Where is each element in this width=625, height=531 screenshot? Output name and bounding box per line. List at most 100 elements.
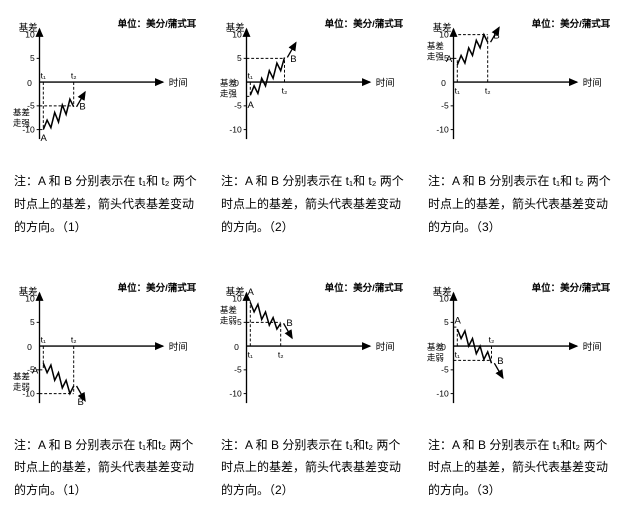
point-label-B: B [286, 318, 292, 329]
tick-5: 5 [236, 53, 241, 63]
unit-label: 单位：美分/蒲式耳 [117, 18, 196, 30]
t-label-A: t₁ [247, 349, 252, 359]
tick--5: -5 [441, 101, 449, 111]
tick-10: 10 [439, 293, 449, 303]
chart-cell-c2: 单位：美分/蒲式耳基差时间0105-5-10t₁t₂AB基差走强注：A 和 B … [211, 4, 414, 264]
unit-label: 单位：美分/蒲式耳 [531, 18, 610, 30]
tick-5: 5 [443, 317, 448, 327]
basis-curve [43, 363, 73, 393]
basis-curve [457, 35, 487, 65]
chart-wrap: 单位：美分/蒲式耳基差时间0105-5-10t₁t₂AB基差走强 [418, 4, 621, 164]
point-label-B: B [497, 356, 503, 367]
x-axis-label: 时间 [582, 340, 601, 352]
t-label-B: t₂ [70, 70, 76, 80]
trend-label-2: 走强 [12, 118, 30, 128]
chart-wrap: 单位：美分/蒲式耳基差时间0105-5-10t₁t₂AB基差走强 [4, 4, 207, 164]
chart-caption: 注：A 和 B 分别表示在 t₁和 t₂ 两个时点上的基差，箭头代表基差变动的方… [418, 164, 621, 238]
point-label-A: A [445, 54, 452, 65]
basis-chart-c6: 单位：美分/蒲式耳基差时间0105-5-10t₁t₂AB基差走弱 [425, 278, 615, 418]
tick-0: 0 [234, 341, 239, 351]
trend-label-1: 基差 [12, 106, 30, 117]
t-label-A: t₁ [40, 334, 45, 344]
trend-label-2: 走强 [219, 88, 237, 98]
basis-chart-c1: 单位：美分/蒲式耳基差时间0105-5-10t₁t₂AB基差走强 [11, 14, 201, 154]
point-label-A: A [31, 365, 38, 376]
basis-curve [250, 302, 280, 329]
point-label-B: B [77, 397, 83, 408]
t-label-B: t₂ [488, 334, 494, 344]
t-label-A: t₁ [247, 70, 252, 80]
t-label-B: t₂ [484, 86, 490, 96]
point-label-B: B [290, 54, 296, 65]
point-label-A: A [454, 315, 461, 326]
tick--10: -10 [436, 388, 449, 398]
tick--10: -10 [229, 388, 242, 398]
chart-cell-c3: 单位：美分/蒲式耳基差时间0105-5-10t₁t₂AB基差走强注：A 和 B … [418, 4, 621, 264]
tick--5: -5 [234, 101, 242, 111]
t-label-A: t₁ [454, 349, 459, 359]
x-axis-label: 时间 [375, 77, 394, 89]
chart-cell-c6: 单位：美分/蒲式耳基差时间0105-5-10t₁t₂AB基差走弱注：A 和 B … [418, 268, 621, 528]
unit-label: 单位：美分/蒲式耳 [117, 282, 196, 294]
chart-caption: 注：A 和 B 分别表示在 t₁和t₂ 两个时点上的基差，箭头代表基差变动的方向… [211, 428, 414, 502]
trend-label-2: 走弱 [219, 315, 236, 325]
chart-caption: 注：A 和 B 分别表示在 t₁和 t₂ 两个时点上的基差，箭头代表基差变动的方… [211, 164, 414, 238]
chart-caption: 注：A 和 B 分别表示在 t₁和 t₂ 两个时点上的基差，箭头代表基差变动的方… [4, 164, 207, 238]
chart-cell-c5: 单位：美分/蒲式耳基差时间0105-5-10t₁t₂AB基差走弱注：A 和 B … [211, 268, 414, 528]
tick-0: 0 [27, 78, 32, 88]
tick-0: 0 [441, 78, 446, 88]
point-label-A: A [40, 133, 47, 144]
trend-label-2: 走弱 [426, 352, 443, 362]
trend-label-2: 走强 [426, 51, 444, 61]
tick-10: 10 [439, 29, 449, 39]
unit-label: 单位：美分/蒲式耳 [324, 282, 403, 294]
point-label-B: B [493, 30, 499, 41]
tick--10: -10 [436, 124, 449, 134]
t-label-B: t₂ [70, 334, 76, 344]
chart-caption: 注：A 和 B 分别表示在 t₁和t₂ 两个时点上的基差，箭头代表基差变动的方向… [4, 428, 207, 502]
chart-cell-c4: 单位：美分/蒲式耳基差时间0105-5-10t₁t₂AB基差走弱注：A 和 B … [4, 268, 207, 528]
trend-label-1: 基差 [426, 340, 444, 351]
tick-0: 0 [27, 341, 32, 351]
point-label-A: A [247, 100, 254, 111]
trend-label-2: 走弱 [12, 381, 29, 391]
x-axis-label: 时间 [582, 77, 601, 89]
tick-5: 5 [29, 317, 34, 327]
trend-label-1: 基差 [219, 77, 237, 88]
tick-10: 10 [232, 293, 242, 303]
t-label-B: t₂ [277, 349, 283, 359]
trend-label-1: 基差 [426, 40, 444, 51]
unit-label: 单位：美分/蒲式耳 [324, 18, 403, 30]
tick-5: 5 [236, 317, 241, 327]
tick-10: 10 [25, 29, 35, 39]
chart-wrap: 单位：美分/蒲式耳基差时间0105-5-10t₁t₂AB基差走弱 [418, 268, 621, 428]
chart-caption: 注：A 和 B 分别表示在 t₁和t₂ 两个时点上的基差，箭头代表基差变动的方向… [418, 428, 621, 502]
tick--5: -5 [234, 364, 242, 374]
t-label-A: t₁ [40, 70, 45, 80]
trend-label-1: 基差 [219, 303, 237, 314]
chart-wrap: 单位：美分/蒲式耳基差时间0105-5-10t₁t₂AB基差走弱 [4, 268, 207, 428]
basis-chart-c4: 单位：美分/蒲式耳基差时间0105-5-10t₁t₂AB基差走弱 [11, 278, 201, 418]
basis-chart-c2: 单位：美分/蒲式耳基差时间0105-5-10t₁t₂AB基差走强 [218, 14, 408, 154]
tick--5: -5 [441, 364, 449, 374]
basis-curve [43, 99, 73, 129]
chart-wrap: 单位：美分/蒲式耳基差时间0105-5-10t₁t₂AB基差走弱 [211, 268, 414, 428]
x-axis-label: 时间 [168, 77, 187, 89]
t-label-B: t₂ [281, 86, 287, 96]
point-label-B: B [79, 102, 85, 113]
tick--10: -10 [229, 124, 242, 134]
basis-curve [250, 57, 284, 95]
tick-10: 10 [232, 29, 242, 39]
trend-label-1: 基差 [12, 370, 30, 381]
chart-wrap: 单位：美分/蒲式耳基差时间0105-5-10t₁t₂AB基差走强 [211, 4, 414, 164]
unit-label: 单位：美分/蒲式耳 [531, 282, 610, 294]
chart-cell-c1: 单位：美分/蒲式耳基差时间0105-5-10t₁t₂AB基差走强注：A 和 B … [4, 4, 207, 264]
basis-chart-c3: 单位：美分/蒲式耳基差时间0105-5-10t₁t₂AB基差走强 [425, 14, 615, 154]
x-axis-label: 时间 [375, 340, 394, 352]
basis-chart-c5: 单位：美分/蒲式耳基差时间0105-5-10t₁t₂AB基差走弱 [218, 278, 408, 418]
x-axis-label: 时间 [168, 340, 187, 352]
t-label-A: t₁ [454, 86, 459, 96]
tick-5: 5 [29, 53, 34, 63]
tick-10: 10 [25, 293, 35, 303]
point-label-A: A [247, 286, 254, 297]
